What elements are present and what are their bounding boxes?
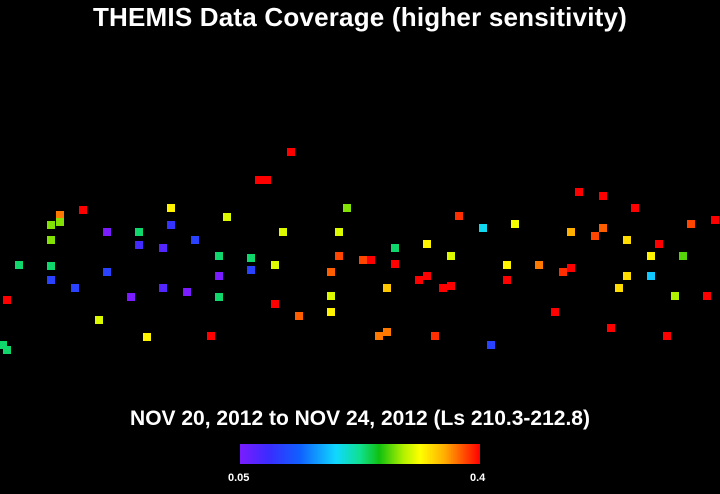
coverage-cell	[79, 206, 87, 214]
coverage-cell	[383, 284, 391, 292]
coverage-cell	[271, 300, 279, 308]
coverage-cell	[551, 308, 559, 316]
coverage-cell	[607, 324, 615, 332]
coverage-cell	[503, 261, 511, 269]
coverage-cell	[0, 341, 7, 349]
coverage-cell	[447, 282, 455, 290]
coverage-cell	[71, 284, 79, 292]
coverage-cell	[391, 260, 399, 268]
coverage-cell	[623, 236, 631, 244]
coverage-cell	[271, 261, 279, 269]
coverage-cell	[479, 224, 487, 232]
coverage-cell	[159, 284, 167, 292]
coverage-cell	[263, 176, 271, 184]
coverage-cell	[327, 292, 335, 300]
coverage-cell	[687, 220, 695, 228]
coverage-cell	[159, 244, 167, 252]
coverage-cell	[431, 332, 439, 340]
coverage-cell	[703, 292, 711, 300]
coverage-cell	[447, 252, 455, 260]
coverage-cell	[415, 276, 423, 284]
coverage-cell	[663, 332, 671, 340]
coverage-cell	[295, 312, 303, 320]
coverage-cell	[103, 228, 111, 236]
coverage-cell	[143, 333, 151, 341]
coverage-cell	[647, 252, 655, 260]
coverage-cell	[15, 261, 23, 269]
coverage-cell	[3, 296, 11, 304]
coverage-cell	[247, 254, 255, 262]
coverage-cell	[56, 218, 64, 226]
coverage-cell	[343, 204, 351, 212]
coverage-cell	[215, 252, 223, 260]
coverage-cell	[135, 228, 143, 236]
coverage-cell	[327, 308, 335, 316]
coverage-cell	[671, 292, 679, 300]
coverage-cell	[183, 288, 191, 296]
coverage-cell	[647, 272, 655, 280]
coverage-cell	[455, 212, 463, 220]
colorbar-max-label: 0.4	[470, 472, 486, 484]
coverage-map	[0, 148, 719, 354]
coverage-cell	[359, 256, 367, 264]
coverage-cell	[655, 240, 663, 248]
coverage-cell	[367, 256, 375, 264]
coverage-cell	[559, 268, 567, 276]
coverage-cell	[423, 272, 431, 280]
coverage-cell	[615, 284, 623, 292]
coverage-cell	[439, 284, 447, 292]
coverage-cell	[327, 268, 335, 276]
coverage-cell	[47, 276, 55, 284]
coverage-cell	[503, 276, 511, 284]
coverage-cell	[567, 264, 575, 272]
coverage-cell	[575, 188, 583, 196]
coverage-cell	[247, 266, 255, 274]
coverage-cell	[255, 176, 263, 184]
coverage-cell	[679, 252, 687, 260]
coverage-cell	[567, 228, 575, 236]
coverage-cell	[47, 221, 55, 229]
coverage-cell	[335, 228, 343, 236]
coverage-cell	[631, 204, 639, 212]
coverage-cell	[215, 293, 223, 301]
coverage-cell	[423, 240, 431, 248]
coverage-cell	[191, 236, 199, 244]
coverage-cell	[127, 293, 135, 301]
coverage-cell	[215, 272, 223, 280]
coverage-cell	[167, 221, 175, 229]
colorbar-min-label: 0.05	[228, 472, 250, 484]
coverage-cell	[511, 220, 519, 228]
coverage-cell	[391, 244, 399, 252]
coverage-cell	[535, 261, 543, 269]
coverage-cell	[103, 268, 111, 276]
coverage-cell	[56, 211, 64, 219]
coverage-cell	[623, 272, 631, 280]
coverage-cell	[207, 332, 215, 340]
coverage-cell	[223, 213, 231, 221]
date-range-label: NOV 20, 2012 to NOV 24, 2012 (Ls 210.3-2…	[130, 407, 590, 430]
coverage-cell	[591, 232, 599, 240]
coverage-cell	[135, 241, 143, 249]
coverage-cell	[47, 236, 55, 244]
chart-title: THEMIS Data Coverage (higher sensitivity…	[92, 2, 628, 32]
colorbar	[240, 444, 480, 464]
coverage-cell	[599, 224, 607, 232]
coverage-cell	[335, 252, 343, 260]
coverage-cell	[95, 316, 103, 324]
coverage-cell	[599, 192, 607, 200]
coverage-cell	[287, 148, 295, 156]
coverage-cell	[3, 346, 11, 354]
coverage-cell	[47, 262, 55, 270]
coverage-cell	[383, 328, 391, 336]
coverage-cell	[487, 341, 495, 349]
coverage-cell	[167, 204, 175, 212]
coverage-cell	[375, 332, 383, 340]
coverage-cell	[279, 228, 287, 236]
coverage-cell	[711, 216, 719, 224]
